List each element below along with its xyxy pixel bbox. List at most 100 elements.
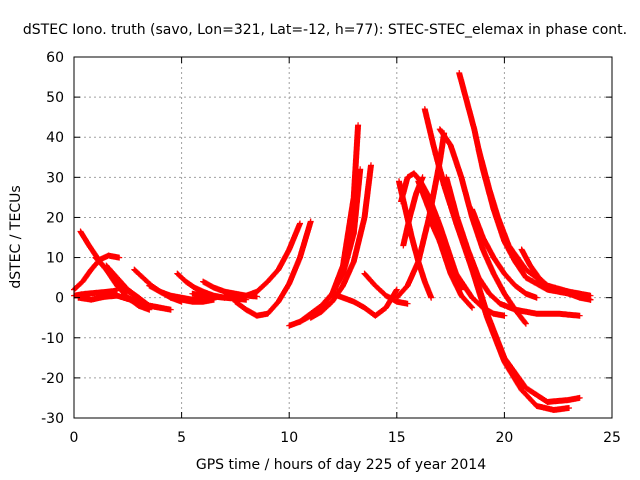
x-tick-label: 0 <box>70 430 79 446</box>
data-point <box>428 216 430 219</box>
data-point <box>557 289 559 291</box>
data-point <box>170 309 172 311</box>
data-point <box>288 248 290 251</box>
data-point <box>118 256 120 259</box>
data-point <box>536 313 538 315</box>
data-point <box>267 281 269 283</box>
data-point <box>503 273 505 275</box>
data-point <box>116 285 118 287</box>
data-point <box>342 273 344 275</box>
data-point <box>88 244 90 247</box>
data-point <box>450 144 452 146</box>
data-point <box>127 289 129 291</box>
data-point <box>256 315 258 317</box>
data-point <box>546 285 549 287</box>
data-point <box>320 305 323 307</box>
data-point <box>82 281 84 283</box>
data-point <box>477 277 480 279</box>
x-tick-label: 20 <box>495 430 513 446</box>
data-point <box>107 254 110 257</box>
y-tick-label: -30 <box>41 411 64 427</box>
data-point <box>357 124 359 126</box>
ticks: 0 5 10 15 20 25 -30 -20 -10 0 10 20 30 40 50 60 <box>41 50 621 446</box>
data-point <box>202 281 204 283</box>
data-point <box>86 293 88 295</box>
data-point <box>245 299 247 301</box>
data-point <box>434 152 437 154</box>
data-point <box>460 176 462 178</box>
data-point <box>234 297 236 299</box>
data-series <box>232 218 314 319</box>
data-point <box>116 295 118 297</box>
data-point <box>277 301 280 303</box>
y-tick-label: 60 <box>46 50 64 66</box>
data-point <box>406 176 409 178</box>
data-point <box>224 291 226 293</box>
y-tick-label: -20 <box>41 371 64 387</box>
data-point <box>424 281 426 283</box>
data-point <box>94 292 97 294</box>
data-point <box>525 387 527 389</box>
data-series <box>297 166 364 325</box>
x-tick-label: 15 <box>388 430 406 446</box>
data-point <box>353 232 355 235</box>
data-point <box>363 216 366 219</box>
data-point <box>467 248 469 251</box>
data-point <box>493 273 495 275</box>
data-point <box>202 295 204 297</box>
data-point <box>267 313 269 315</box>
data-point <box>224 295 226 297</box>
data-point <box>359 168 361 170</box>
data-point <box>299 321 301 323</box>
data-point <box>385 295 387 297</box>
data-point <box>148 285 150 287</box>
data-point <box>79 293 82 296</box>
data-point <box>159 307 161 309</box>
y-tick-label: 10 <box>46 251 64 267</box>
data-point <box>176 273 178 275</box>
data-point <box>458 72 460 74</box>
data-series <box>443 174 583 319</box>
data-point <box>521 389 523 391</box>
data-point <box>415 192 417 194</box>
data-point <box>105 264 107 267</box>
data-point <box>471 208 473 211</box>
data-point <box>589 295 592 297</box>
data-point <box>142 277 144 279</box>
data-point <box>245 295 247 297</box>
x-tick-label: 10 <box>280 430 298 446</box>
data-point <box>411 236 413 239</box>
data-point <box>460 281 462 283</box>
data-point <box>579 315 581 317</box>
data-point <box>493 256 495 259</box>
data-point <box>396 301 398 303</box>
data-point <box>553 409 555 411</box>
data-point <box>353 301 355 303</box>
data-point <box>503 361 505 363</box>
data-point <box>503 293 505 295</box>
data-series <box>124 294 174 313</box>
data-point <box>116 277 118 279</box>
data-point <box>460 295 462 297</box>
data-series <box>426 214 508 319</box>
data-point <box>499 303 501 305</box>
data-point <box>557 313 559 315</box>
data-point <box>471 297 473 299</box>
data-point <box>536 405 538 407</box>
data-point <box>404 208 407 211</box>
data-point <box>299 256 301 259</box>
data-point <box>148 309 150 311</box>
data-point <box>310 220 312 223</box>
data-point <box>536 297 538 299</box>
data-point <box>396 297 398 299</box>
data-point <box>385 307 387 309</box>
data-point <box>497 216 499 219</box>
data-point <box>465 96 467 98</box>
data-point <box>406 303 409 305</box>
data-point <box>374 315 376 317</box>
data-series <box>167 294 217 305</box>
data-point <box>112 290 114 292</box>
data-point <box>234 301 236 303</box>
data-point <box>374 285 376 287</box>
